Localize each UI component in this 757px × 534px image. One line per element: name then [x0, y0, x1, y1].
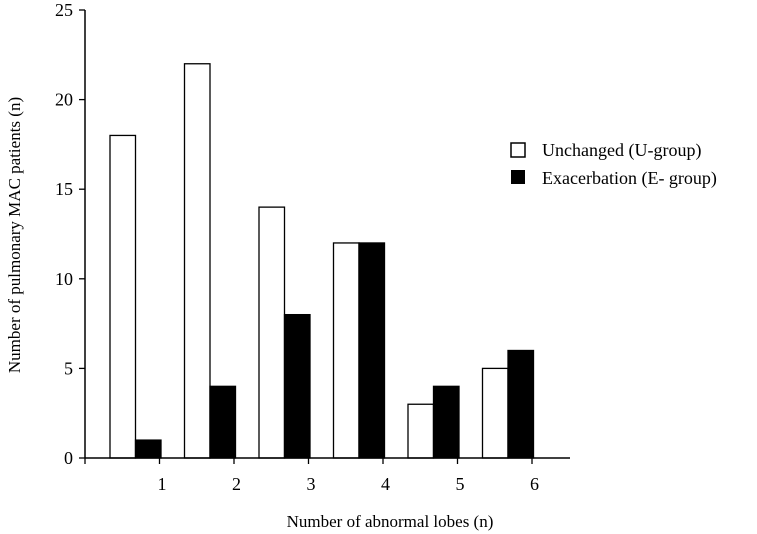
legend-label-exacerbation: Exacerbation (E- group)	[542, 168, 717, 189]
y-tick-label: 15	[55, 179, 73, 199]
x-tick-label: 6	[530, 474, 539, 494]
x-tick-label: 4	[381, 474, 390, 494]
y-tick-label: 20	[55, 90, 73, 110]
x-tick-label: 2	[232, 474, 241, 494]
y-tick-label: 0	[64, 448, 73, 468]
bar-unchanged-4	[332, 242, 360, 459]
legend: Unchanged (U-group) Exacerbation (E- gro…	[510, 140, 717, 189]
bar-unchanged-1	[109, 134, 137, 459]
y-tick-label: 25	[55, 0, 73, 20]
bar-unchanged-6	[481, 367, 509, 459]
x-tick-label: 3	[307, 474, 316, 494]
bar-unchanged-3	[258, 206, 286, 459]
bar-exacerbation-3	[283, 313, 311, 459]
bar-unchanged-2	[183, 63, 211, 459]
bar-exacerbation-1	[134, 439, 162, 459]
legend-swatch-unchanged	[510, 142, 526, 158]
legend-swatch-exacerbation	[511, 170, 525, 184]
bar-exacerbation-5	[432, 385, 460, 459]
x-tick-label: 5	[456, 474, 465, 494]
legend-label-unchanged: Unchanged (U-group)	[542, 140, 701, 161]
x-axis-label: Number of abnormal lobes (n)	[287, 512, 494, 531]
bar-exacerbation-2	[209, 385, 237, 459]
x-tick-label: 1	[158, 474, 167, 494]
bar-unchanged-5	[407, 403, 435, 459]
bar-exacerbation-6	[507, 349, 535, 459]
y-axis-label: Number of pulmonary MAC patients (n)	[5, 97, 24, 373]
y-tick-label: 10	[55, 269, 73, 289]
y-tick-label: 5	[64, 358, 73, 378]
bar-exacerbation-4	[358, 242, 386, 459]
